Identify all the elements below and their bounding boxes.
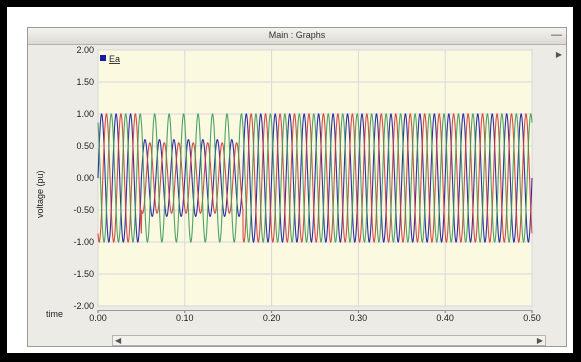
expand-arrow-icon[interactable]: ▶: [555, 50, 562, 59]
y-tick-label: 1.00: [76, 109, 94, 119]
image-frame: Main : Graphs — ▶ 2.00 1.50 1.00 0.50 0.00 -0…: [7, 7, 573, 353]
y-ticks: 2.00 1.50 1.00 0.50 0.00 -0.50 -1.00 -1.50 -2.00: [73, 45, 94, 311]
y-tick-label: 0.50: [76, 141, 94, 151]
chart: 2.00 1.50 1.00 0.50 0.00 -0.50 -1.00 -1.50 -2.00…: [35, 45, 541, 323]
y-tick-label: -2.00: [73, 301, 94, 311]
legend-swatch: [100, 55, 106, 61]
y-tick-label: -1.50: [73, 269, 94, 279]
y-tick-label: 2.00: [76, 45, 94, 55]
y-tick-label: -0.50: [73, 205, 94, 215]
graph-window: Main : Graphs — ▶ 2.00 1.50 1.00 0.50 0.00 -0…: [27, 27, 567, 347]
x-tick-label: 0.50: [523, 313, 541, 323]
series-line-1: [97, 113, 533, 243]
x-tick-label: 0.40: [436, 313, 454, 323]
y-tick-label: 0.00: [76, 173, 94, 183]
horizontal-scrollbar[interactable]: ◀ ▶: [112, 335, 546, 346]
x-tick-label: 0.20: [263, 313, 281, 323]
series-line-2: [97, 113, 533, 243]
scroll-left-icon[interactable]: ◀: [115, 336, 122, 345]
window-title: Main : Graphs: [268, 30, 326, 40]
legend-label-ea: Ea: [109, 54, 120, 64]
y-tick-label: 1.50: [76, 77, 94, 87]
x-tick-label: 0.10: [176, 313, 194, 323]
x-tick-label: 0.00: [89, 313, 107, 323]
minimize-button[interactable]: —: [551, 29, 562, 41]
scroll-right-icon[interactable]: ▶: [536, 336, 543, 345]
window-titlebar: Main : Graphs —: [28, 28, 566, 45]
y-axis-label: voltage (pu): [35, 170, 45, 218]
x-tick-label: 0.30: [350, 313, 368, 323]
series-group: [97, 113, 533, 243]
x-ticks: 0.00 0.10 0.20 0.30 0.40 0.50: [89, 310, 541, 323]
series-line-3: [97, 113, 533, 243]
x-axis-label: time: [46, 309, 63, 319]
x-axis-line: [98, 310, 532, 311]
y-tick-label: -1.00: [73, 237, 94, 247]
